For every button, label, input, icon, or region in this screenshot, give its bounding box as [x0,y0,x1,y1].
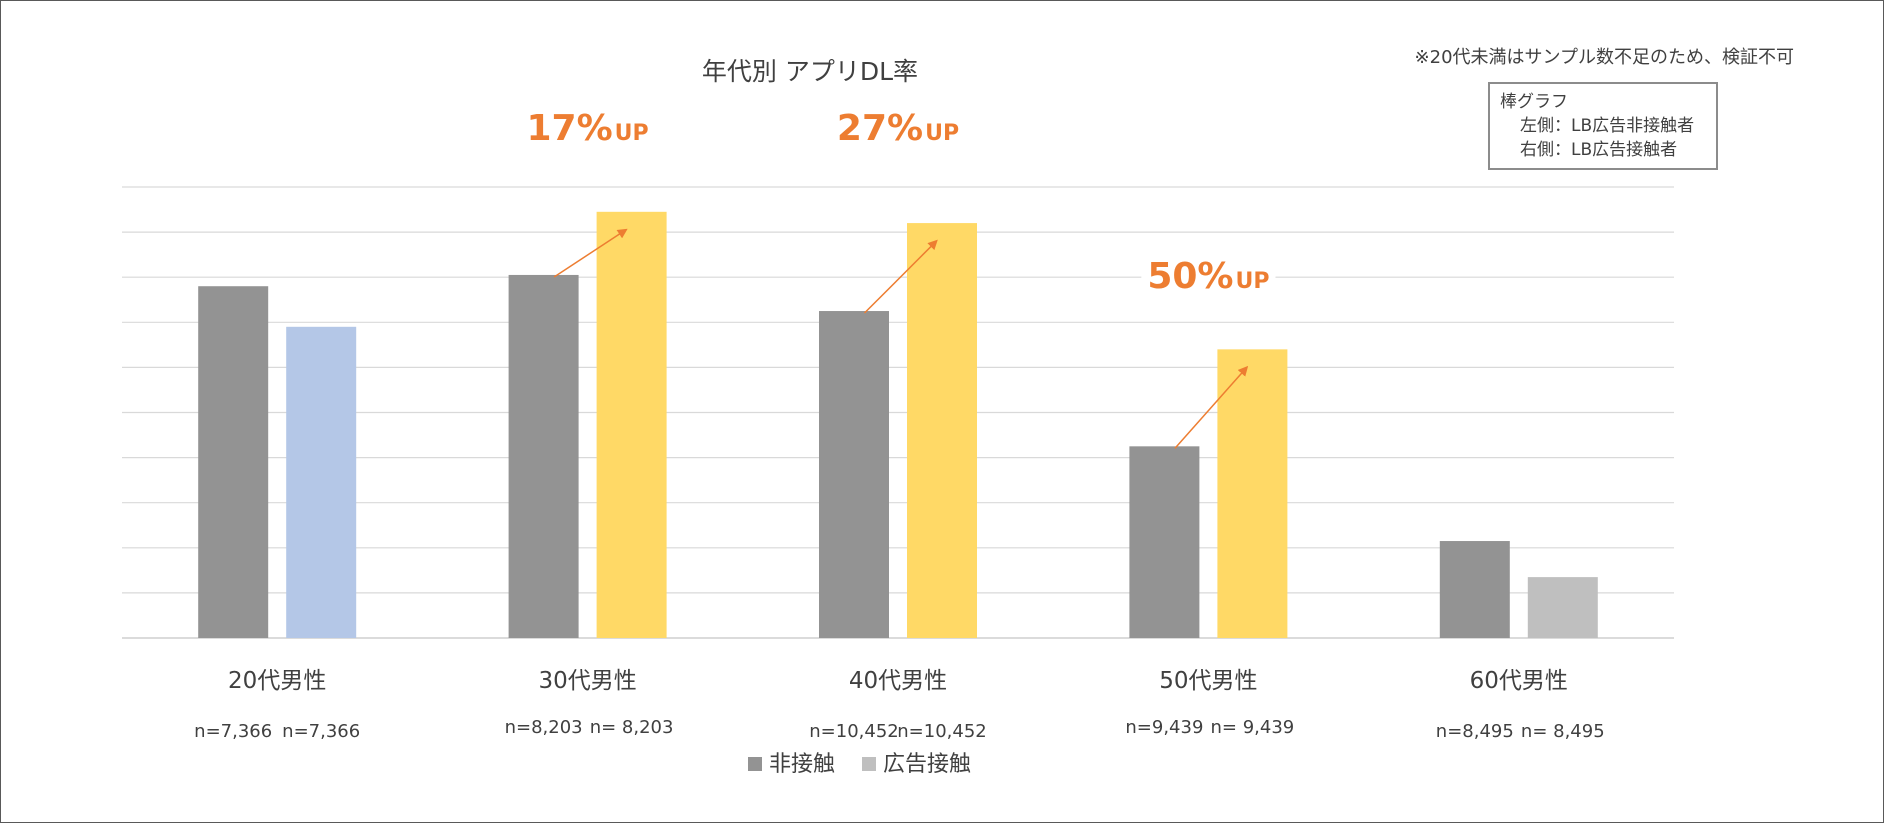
sample-size-label: n= 9,439 [1211,717,1295,738]
category-label: 20代男性 [228,668,326,694]
bar-non-contact-5 [1439,541,1510,638]
category-label: 30代男性 [538,668,636,694]
legend-swatch [748,757,762,771]
bar-non-contact-1 [198,286,269,638]
increase-annotation: 50%UP [1147,256,1269,297]
chart-note: ※20代未満はサンプル数不足のため、検証不可 [1415,47,1794,68]
bar-explanation-left: 左側：LB広告非接触者 [1520,116,1695,136]
legend-label: 非接触 [769,752,835,777]
bar-explanation-title: 棒グラフ [1500,92,1568,112]
category-label: 50代男性 [1159,668,1257,694]
legend-label: 広告接触 [883,752,971,777]
bar-explanation-box: 棒グラフ 左側：LB広告非接触者 右側：LB広告接触者 [1488,82,1718,170]
increase-arrows [553,228,1249,449]
bar-contact-4 [1217,349,1288,638]
increase-arrow [863,239,938,314]
increase-annotation: 27%UP [837,108,959,149]
increase-annotations: 17%UP 27%UP 50%UP [527,108,1276,297]
bar-contact-3 [907,223,977,638]
bar-contact-1 [286,326,357,638]
bar-non-contact-2 [508,274,579,638]
chart-title: 年代別 アプリDL率 [702,57,918,86]
bar-contact-5 [1527,577,1598,638]
category-label: 60代男性 [1470,668,1568,694]
bar-non-contact-3 [819,311,889,638]
increase-annotation: 17%UP [527,108,649,149]
gridlines [122,186,1674,639]
legend-swatch [862,757,876,771]
sample-size-label: n=9,439 [1125,717,1203,738]
sample-size-label: n= 8,203 [590,717,674,738]
bar-contact-2 [596,211,667,638]
category-labels: 20代男性 n=7,366 n=7,366 30代男性 n=8,203 n= 8,203 4… [194,668,1604,742]
sample-size-label: n=8,203 [505,717,583,738]
sample-size-label: n=10,452 [897,721,986,742]
bars [198,211,1598,638]
category-label: 40代男性 [849,668,947,694]
bar-non-contact-4 [1129,446,1200,638]
legend: 非接触 広告接触 [748,752,971,777]
annotation-background [1141,255,1276,297]
increase-arrow [1174,365,1249,449]
sample-size-label: n=8,495 [1436,721,1514,742]
sample-size-label: n= 8,495 [1521,721,1605,742]
bar-explanation-right: 右側：LB広告接触者 [1520,140,1678,160]
sample-size-label: n=7,366 [194,721,272,742]
increase-arrow [553,228,628,278]
sample-size-label: n=10,452 [809,721,898,742]
sample-size-label: n=7,366 [282,721,360,742]
